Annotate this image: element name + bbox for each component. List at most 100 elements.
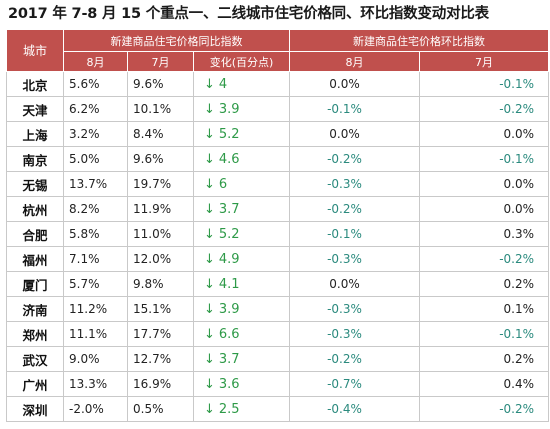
mom-jul-cell: 0.1% xyxy=(419,296,550,322)
change-value: 2.5 xyxy=(218,401,240,417)
yoy-aug-cell: 11.1% xyxy=(63,321,128,347)
table-row: 福州 7.1% 12.0% ↓ 4.9 -0.3% -0.2% xyxy=(6,246,550,272)
yoy-jul-cell: 19.7% xyxy=(127,171,194,197)
yoy-jul-cell: 10.1% xyxy=(127,96,194,122)
city-cell: 北京 xyxy=(6,71,64,97)
down-arrow-icon: ↓ xyxy=(204,76,215,92)
change-value: 3.6 xyxy=(218,376,240,392)
mom-jul-cell: 0.0% xyxy=(419,121,550,147)
table-row: 郑州 11.1% 17.7% ↓ 6.6 -0.3% -0.1% xyxy=(6,321,550,347)
change-value: 4 xyxy=(218,76,228,92)
mom-jul-cell: 0.0% xyxy=(419,196,550,222)
change-cell: ↓ 2.5 xyxy=(192,396,291,422)
mom-aug-cell: -0.4% xyxy=(289,396,421,422)
table-row: 上海 3.2% 8.4% ↓ 5.2 0.0% 0.0% xyxy=(6,121,550,147)
header-mom-jul: 7月 xyxy=(419,51,550,72)
mom-aug-cell: 0.0% xyxy=(289,121,421,147)
table-row: 天津 6.2% 10.1% ↓ 3.9 -0.1% -0.2% xyxy=(6,96,550,122)
down-arrow-icon: ↓ xyxy=(204,376,215,392)
mom-aug-cell: 0.0% xyxy=(289,71,421,97)
mom-aug-cell: -0.3% xyxy=(289,171,421,197)
change-value: 6 xyxy=(218,176,228,192)
mom-jul-cell: 0.3% xyxy=(419,221,550,247)
city-cell: 福州 xyxy=(6,246,64,272)
mom-aug-cell: -0.2% xyxy=(289,146,421,172)
change-cell: ↓ 5.2 xyxy=(192,221,291,247)
change-value: 5.2 xyxy=(218,226,240,242)
table-row: 济南 11.2% 15.1% ↓ 3.9 -0.3% 0.1% xyxy=(6,296,550,322)
city-cell: 上海 xyxy=(6,121,64,147)
yoy-jul-cell: 12.7% xyxy=(127,346,194,372)
yoy-aug-cell: 3.2% xyxy=(63,121,128,147)
mom-aug-cell: -0.1% xyxy=(289,96,421,122)
yoy-jul-cell: 0.5% xyxy=(127,396,194,422)
city-cell: 天津 xyxy=(6,96,64,122)
yoy-aug-cell: 7.1% xyxy=(63,246,128,272)
header-yoy-group: 新建商品住宅价格同比指数 xyxy=(62,29,291,52)
mom-jul-cell: -0.1% xyxy=(419,71,550,97)
yoy-aug-cell: 5.8% xyxy=(63,221,128,247)
yoy-aug-cell: 9.0% xyxy=(63,346,128,372)
down-arrow-icon: ↓ xyxy=(204,326,215,342)
yoy-aug-cell: 5.7% xyxy=(63,271,128,297)
down-arrow-icon: ↓ xyxy=(204,301,215,317)
change-value: 4.6 xyxy=(218,151,240,167)
mom-aug-cell: -0.3% xyxy=(289,246,421,272)
table-row: 武汉 9.0% 12.7% ↓ 3.7 -0.2% 0.2% xyxy=(6,346,550,372)
mom-aug-cell: -0.3% xyxy=(289,296,421,322)
page-title: 2017 年 7-8 月 15 个重点一、二线城市住宅价格同、环比指数变动对比表 xyxy=(8,6,489,22)
header-yoy-aug: 8月 xyxy=(63,51,128,72)
change-value: 4.9 xyxy=(218,251,240,267)
yoy-jul-cell: 11.0% xyxy=(127,221,194,247)
yoy-aug-cell: 11.2% xyxy=(63,296,128,322)
down-arrow-icon: ↓ xyxy=(204,176,215,192)
city-cell: 武汉 xyxy=(6,346,64,372)
mom-aug-cell: -0.2% xyxy=(289,346,421,372)
yoy-aug-cell: 5.6% xyxy=(63,71,128,97)
city-cell: 厦门 xyxy=(6,271,64,297)
table-row: 北京 5.6% 9.6% ↓ 4 0.0% -0.1% xyxy=(6,71,550,97)
header-yoy-jul: 7月 xyxy=(127,51,194,72)
change-cell: ↓ 4 xyxy=(192,71,291,97)
yoy-jul-cell: 8.4% xyxy=(127,121,194,147)
city-cell: 济南 xyxy=(6,296,64,322)
change-value: 6.6 xyxy=(218,326,240,342)
yoy-jul-cell: 9.8% xyxy=(127,271,194,297)
down-arrow-icon: ↓ xyxy=(204,251,215,267)
yoy-aug-cell: 8.2% xyxy=(63,196,128,222)
yoy-jul-cell: 11.9% xyxy=(127,196,194,222)
yoy-aug-cell: -2.0% xyxy=(63,396,128,422)
yoy-jul-cell: 9.6% xyxy=(127,71,194,97)
yoy-jul-cell: 12.0% xyxy=(127,246,194,272)
mom-jul-cell: -0.2% xyxy=(419,396,550,422)
mom-aug-cell: -0.2% xyxy=(289,196,421,222)
price-index-table: 城市 新建商品住宅价格同比指数 新建商品住宅价格环比指数 8月 7月 变化(百分… xyxy=(6,29,550,422)
change-cell: ↓ 5.2 xyxy=(192,121,291,147)
yoy-jul-cell: 16.9% xyxy=(127,371,194,397)
yoy-aug-cell: 13.3% xyxy=(63,371,128,397)
city-cell: 深圳 xyxy=(6,396,64,422)
down-arrow-icon: ↓ xyxy=(204,101,215,117)
mom-jul-cell: -0.2% xyxy=(419,96,550,122)
change-value: 3.7 xyxy=(218,201,240,217)
down-arrow-icon: ↓ xyxy=(204,276,215,292)
change-cell: ↓ 4.6 xyxy=(192,146,291,172)
change-cell: ↓ 4.9 xyxy=(192,246,291,272)
city-cell: 广州 xyxy=(6,371,64,397)
yoy-jul-cell: 17.7% xyxy=(127,321,194,347)
city-cell: 杭州 xyxy=(6,196,64,222)
mom-aug-cell: -0.1% xyxy=(289,221,421,247)
table-header: 城市 新建商品住宅价格同比指数 新建商品住宅价格环比指数 8月 7月 变化(百分… xyxy=(6,29,550,72)
change-cell: ↓ 3.9 xyxy=(192,96,291,122)
mom-jul-cell: -0.1% xyxy=(419,146,550,172)
header-mom-aug: 8月 xyxy=(289,51,421,72)
down-arrow-icon: ↓ xyxy=(204,351,215,367)
down-arrow-icon: ↓ xyxy=(204,126,215,142)
city-cell: 合肥 xyxy=(6,221,64,247)
mom-jul-cell: 0.4% xyxy=(419,371,550,397)
down-arrow-icon: ↓ xyxy=(204,151,215,167)
change-value: 3.9 xyxy=(218,301,240,317)
table-row: 南京 5.0% 9.6% ↓ 4.6 -0.2% -0.1% xyxy=(6,146,550,172)
down-arrow-icon: ↓ xyxy=(204,201,215,217)
mom-jul-cell: 0.2% xyxy=(419,271,550,297)
